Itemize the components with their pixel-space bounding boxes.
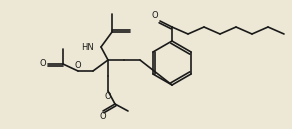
Text: O: O — [75, 61, 81, 70]
Text: O: O — [100, 112, 106, 121]
Text: O: O — [151, 11, 158, 20]
Text: O: O — [105, 92, 111, 101]
Text: HN: HN — [81, 42, 94, 51]
Text: O: O — [39, 59, 46, 68]
